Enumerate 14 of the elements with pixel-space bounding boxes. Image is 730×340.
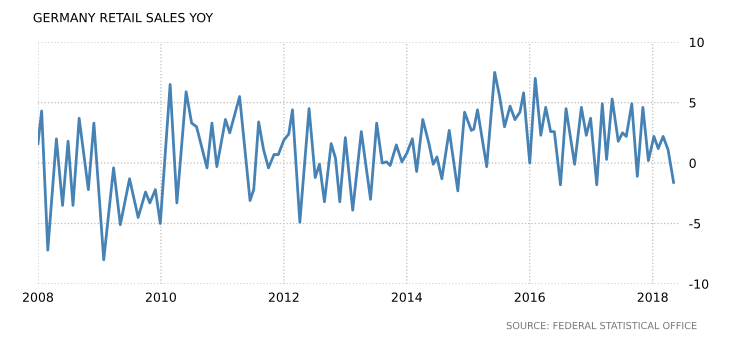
source-note: SOURCE: FEDERAL STATISTICAL OFFICE: [506, 322, 697, 330]
y-tick-label: -5: [689, 219, 700, 228]
x-tick-label: 2008: [22, 292, 54, 302]
x-tick-label: 2012: [268, 292, 299, 302]
chart-title: GERMANY RETAIL SALES YOY: [34, 12, 214, 22]
x-tick-label: 2014: [392, 292, 422, 302]
x-tick-label: 2016: [514, 292, 545, 302]
x-tick-label: 2018: [638, 292, 668, 302]
y-tick-label: 0: [690, 158, 696, 168]
line-series: [38, 70, 675, 262]
y-tick-label: 5: [690, 98, 696, 108]
y-tick-label: 10: [690, 38, 704, 48]
x-tick-label: 2010: [146, 292, 176, 302]
y-tick-label: -10: [689, 279, 708, 289]
